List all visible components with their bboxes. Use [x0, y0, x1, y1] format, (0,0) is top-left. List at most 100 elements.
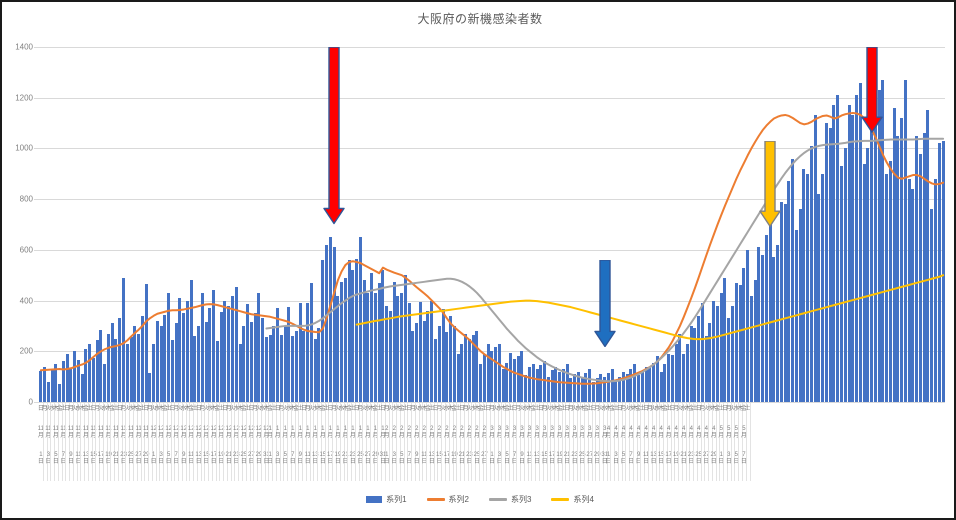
x-month-label: 12 月 [150, 426, 157, 439]
chart-legend: 系列1 系列2 系列3 系列4 [2, 494, 954, 505]
x-month-label: 12 月 [157, 426, 165, 439]
bar [351, 270, 355, 402]
x-axis-separator [516, 403, 518, 481]
x-axis-tick-group: 水 2 月 17 日 [442, 403, 451, 474]
x-axis-tick-group: 火 [307, 403, 316, 474]
x-day-label: 15 日 [90, 452, 97, 465]
x-axis-tick-group: 火 1 月 19 日 [333, 403, 342, 474]
x-axis-tick-group: 木 2 月 25 日 [472, 403, 481, 474]
x-weekday-label: 木 [473, 406, 480, 412]
x-weekday-label: 金 [293, 406, 300, 412]
x-axis-tick-group: 日 [115, 403, 124, 474]
x-axis-separator [309, 403, 311, 481]
x-axis-separator [655, 403, 657, 481]
x-axis-tick-group: 木 12 月 17 日 [209, 403, 218, 474]
x-day-label: 11 日 [421, 452, 428, 465]
x-axis-separator [531, 403, 533, 481]
x-axis-tick-group: 水 [48, 403, 57, 474]
x-axis-tick-group: 月 11 月 9 日 [66, 403, 75, 474]
bar [249, 322, 253, 402]
x-weekday-label: 日 [695, 406, 702, 412]
bar [328, 237, 332, 402]
x-day-label: 17 日 [210, 452, 218, 465]
x-axis-tick-group: 土 [322, 403, 331, 474]
x-weekday-label: 火 [71, 406, 78, 412]
x-weekday-label: 金 [135, 406, 142, 412]
x-axis-separator [523, 403, 525, 481]
bar [148, 372, 152, 402]
x-axis-tick-group: 金 2 月 19 日 [450, 403, 459, 474]
x-axis-tick-group: 水 11 月 11 日 [74, 403, 83, 474]
x-axis-tick-group: 日 [352, 403, 361, 474]
x-day-label: 11 日 [304, 452, 311, 465]
bar [881, 79, 885, 402]
y-axis-label-400: 400 [19, 296, 33, 306]
bar [614, 380, 618, 402]
x-axis-tick-group: 火 12 月 29 日 [254, 403, 263, 474]
x-month-label [743, 418, 752, 452]
x-axis-separator [46, 403, 48, 481]
x-weekday-label: 水 [233, 406, 240, 412]
bar [497, 343, 501, 402]
x-day-label: 11 日 [188, 452, 195, 465]
bar [918, 153, 922, 402]
y-tick-600 [34, 249, 39, 251]
bar [764, 234, 768, 402]
x-weekday-label: 月 [331, 406, 338, 412]
x-weekday-label: 日 [432, 406, 439, 412]
blue-arrow-middle [594, 260, 616, 348]
legend-item-系列3[interactable]: 系列3 [489, 494, 531, 505]
x-axis-separator [144, 403, 146, 481]
bar [385, 305, 389, 402]
bar [937, 143, 941, 402]
bar [208, 308, 212, 402]
x-axis-separator [324, 403, 326, 481]
x-weekday-label: 月 [120, 406, 127, 412]
legend-label: 系列3 [511, 495, 532, 504]
bar [870, 102, 874, 402]
x-axis-tick-group: 日 12 月 27 日 [247, 403, 256, 474]
x-axis-tick-group: 金 [160, 403, 169, 474]
x-axis-separator [264, 403, 266, 481]
x-month-label: 11 月 [143, 426, 150, 439]
legend-item-系列4[interactable]: 系列4 [551, 494, 594, 505]
bar [50, 369, 54, 402]
bar [411, 331, 415, 402]
x-day-label: 19 日 [334, 452, 342, 465]
x-day-label: 15 日 [541, 452, 548, 465]
x-axis-separator [50, 403, 52, 481]
x-weekday-label: 金 [425, 406, 432, 412]
x-axis-separator [242, 403, 243, 481]
x-day-label [743, 452, 752, 474]
x-weekday-label: 金 [661, 406, 668, 412]
x-axis-tick-group: 水 3 月 31 日 [600, 403, 609, 474]
x-axis-tick-group: 木 12 月 31 日 [262, 403, 271, 474]
x-axis-tick-group: 木 3 月 25 日 [578, 403, 587, 474]
x-day-label: 11 日 [643, 452, 650, 465]
legend-item-系列1[interactable]: 系列1 [366, 494, 407, 505]
x-axis-tick-group: 金 1 月 15 日 [318, 403, 327, 474]
x-axis-tick-group: 水 3 月 17 日 [548, 403, 557, 474]
x-weekday-label: 木 [421, 406, 428, 412]
legend-item-系列2[interactable]: 系列2 [426, 494, 469, 505]
x-axis-tick-group: 水 11 月 25 日 [127, 403, 136, 474]
x-weekday-label: 日 [37, 406, 44, 412]
x-axis-separator [185, 403, 187, 481]
x-weekday-label: 月 [173, 406, 180, 412]
x-weekday-label: 月 [252, 406, 259, 412]
x-weekday-label: 火 [519, 406, 526, 412]
x-axis-separator [174, 403, 176, 481]
